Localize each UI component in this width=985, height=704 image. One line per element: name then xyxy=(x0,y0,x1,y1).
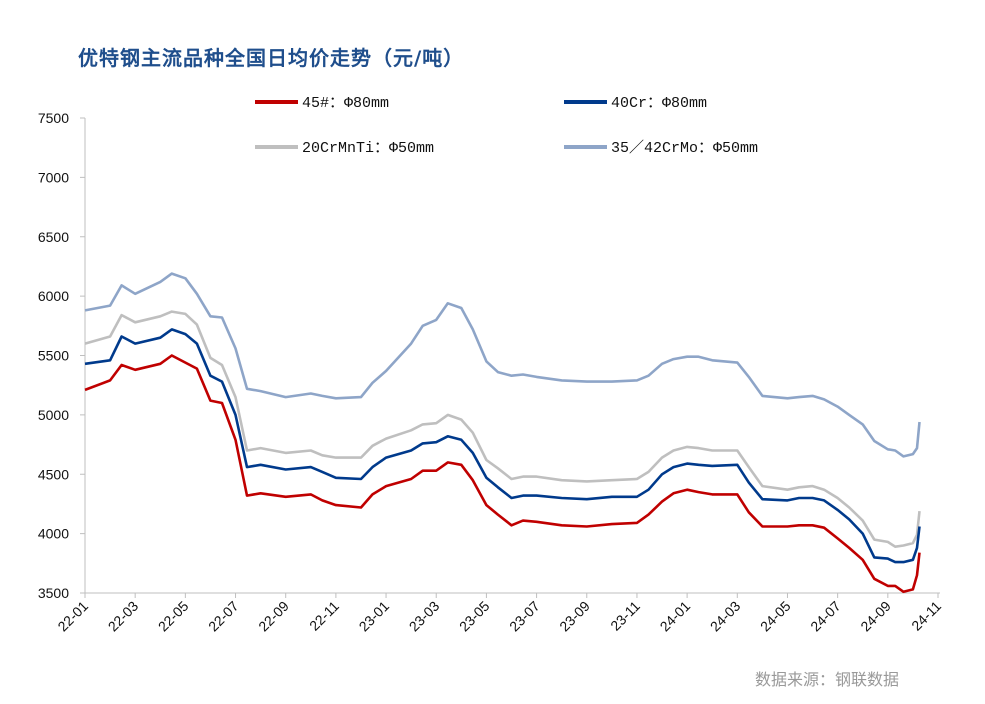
x-tick-label: 23-07 xyxy=(506,598,543,635)
x-tick-label: 22-11 xyxy=(306,598,342,634)
legend-label: 45#：Φ80mm xyxy=(302,95,390,112)
x-tick-label: 22-05 xyxy=(155,598,192,635)
chart-title: 优特钢主流品种全国日均价走势（元/吨） xyxy=(78,46,465,70)
x-tick-label: 24-07 xyxy=(807,598,844,635)
y-tick-label: 6500 xyxy=(38,229,69,245)
y-tick-label: 5500 xyxy=(38,348,69,364)
legend-swatch xyxy=(564,99,607,104)
x-tick-label: 24-11 xyxy=(908,598,944,634)
y-tick-label: 5000 xyxy=(38,407,69,423)
x-tick-label: 24-03 xyxy=(707,598,744,635)
x-tick-label: 23-05 xyxy=(456,598,493,635)
x-tick-label: 22-01 xyxy=(54,598,91,635)
x-tick-label: 22-03 xyxy=(105,598,142,635)
x-tick-label: 23-01 xyxy=(356,598,393,635)
legend-item-42crmo: 35／42CrMo：Φ50mm xyxy=(564,136,758,157)
x-tick-label: 24-01 xyxy=(657,598,694,635)
y-tick-label: 4000 xyxy=(38,526,69,542)
legend-swatch xyxy=(255,99,298,104)
x-tick-label: 23-09 xyxy=(556,598,593,635)
x-tick-label: 22-07 xyxy=(205,598,242,635)
x-tick-label: 23-11 xyxy=(607,598,643,634)
x-tick-label: 23-03 xyxy=(406,598,443,635)
legend-item-45: 45#：Φ80mm xyxy=(255,91,389,112)
source-note: 数据来源：钢联数据 xyxy=(755,670,900,689)
series-line-2 xyxy=(84,310,921,548)
legend-item-20crmnti: 20CrMnTi：Φ50mm xyxy=(255,136,434,157)
legend-swatch xyxy=(255,144,298,149)
series-line-1 xyxy=(84,328,921,564)
legend-label: 40Cr：Φ80mm xyxy=(611,95,708,112)
legend-item-40cr: 40Cr：Φ80mm xyxy=(564,91,707,112)
y-tick-label: 6000 xyxy=(38,288,69,304)
legend-label: 20CrMnTi：Φ50mm xyxy=(302,140,435,157)
y-tick-label: 3500 xyxy=(38,585,69,601)
x-tick-label: 22-09 xyxy=(255,598,292,635)
y-tick-label: 4500 xyxy=(38,466,69,482)
legend-label: 35／42CrMo：Φ50mm xyxy=(611,140,759,157)
x-tick-label: 24-05 xyxy=(757,598,794,635)
series-line-0 xyxy=(84,354,921,594)
x-tick-label: 24-09 xyxy=(857,598,894,635)
y-tick-label: 7500 xyxy=(38,110,69,126)
legend-swatch xyxy=(564,144,607,149)
series-line-3 xyxy=(84,272,921,458)
y-tick-label: 7000 xyxy=(38,169,69,185)
